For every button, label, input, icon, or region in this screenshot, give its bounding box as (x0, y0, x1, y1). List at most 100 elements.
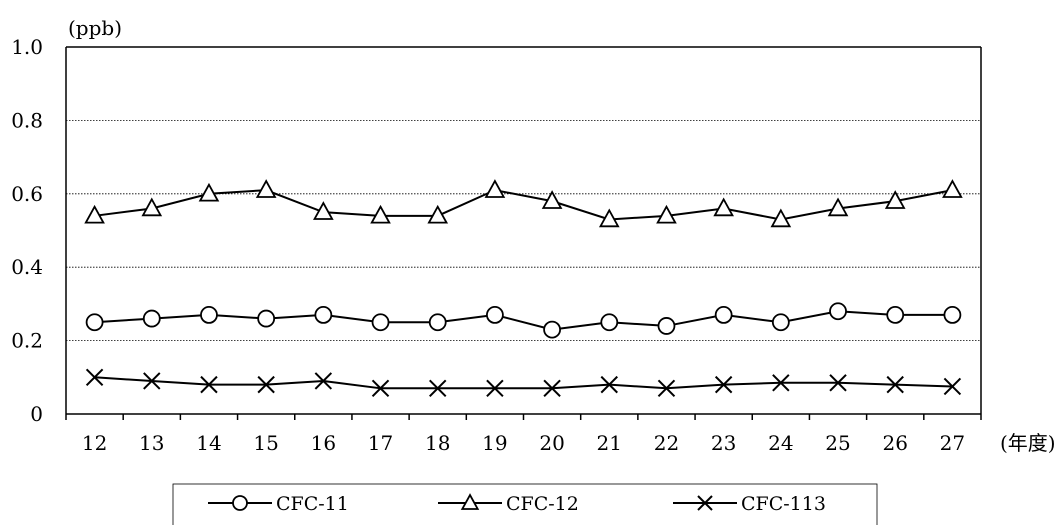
x-marker (143, 372, 161, 390)
legend-item: CFC-11 (208, 493, 349, 515)
series-line (94, 310, 953, 331)
x-marker-stroke (829, 374, 847, 392)
x-marker (371, 379, 390, 398)
circle-marker (771, 313, 790, 332)
triangle-marker (884, 190, 906, 209)
circle-marker (142, 309, 161, 328)
triangle-marker (255, 179, 277, 198)
x-marker (697, 495, 713, 511)
x-tick-label: 26 (882, 431, 907, 455)
triangle-marker (370, 204, 391, 224)
legend-item: CFC-113 (673, 493, 826, 515)
x-unit-label: (年度) (1000, 431, 1056, 455)
y-tick-label: 0 (30, 402, 43, 426)
x-marker-stroke (314, 372, 333, 390)
x-marker (886, 375, 904, 394)
circle-marker (943, 306, 962, 324)
x-marker (600, 375, 618, 394)
series (84, 179, 963, 398)
x-marker-stroke (143, 372, 161, 390)
x-marker-stroke (200, 375, 218, 394)
legend-box (172, 483, 878, 525)
x-tick-label: 21 (597, 431, 622, 455)
x-marker (314, 372, 333, 390)
circle-marker (886, 306, 905, 324)
x-marker-stroke (697, 495, 713, 511)
legend: CFC-11 CFC-12 CFC-113 (172, 483, 878, 525)
circle-marker (657, 317, 676, 335)
x-marker-stroke (772, 374, 790, 392)
x-tick-label: 20 (539, 431, 564, 455)
x-tick-label: 24 (768, 431, 793, 455)
legend-label: CFC-113 (741, 493, 826, 515)
triangle-marker (84, 204, 105, 224)
triangle-marker (713, 197, 734, 217)
circle-marker (543, 320, 561, 339)
x-tick-label: 25 (825, 431, 850, 455)
x-marker (543, 379, 561, 398)
x-marker-stroke (429, 379, 447, 398)
circle-marker (486, 306, 504, 324)
legend-label: CFC-12 (506, 493, 579, 515)
circle-marker (200, 306, 218, 324)
x-marker (200, 375, 218, 394)
triangle-marker (198, 182, 220, 202)
triangle-marker (484, 179, 506, 198)
series-cfc-12 (84, 179, 963, 228)
y-tick-label: 0.4 (11, 255, 43, 279)
triangle-marker (598, 208, 620, 228)
x-tick-label: 27 (940, 431, 965, 455)
series-line (94, 189, 953, 221)
axes (65, 46, 982, 420)
x-tick-label: 23 (711, 431, 736, 455)
circle-marker (85, 313, 104, 332)
triangle-marker (313, 201, 334, 220)
x-marker-stroke (714, 375, 733, 394)
grid-lines (66, 120, 981, 342)
circle-marker (371, 313, 390, 332)
circle-marker (714, 306, 733, 324)
x-marker-stroke (657, 379, 676, 398)
x-marker (257, 375, 275, 394)
x-marker-stroke (371, 379, 390, 398)
circle-marker (829, 302, 847, 321)
series-cfc-11 (85, 302, 962, 339)
y-tick-label: 0.6 (11, 182, 43, 206)
x-tick-label: 16 (311, 431, 336, 455)
triangle-marker (427, 204, 449, 224)
x-marker (429, 379, 447, 398)
legend-label: CFC-11 (276, 493, 349, 515)
x-marker (943, 377, 962, 396)
x-marker-stroke (600, 375, 618, 394)
y-tick-labels: 0 0.2 0.4 0.6 0.8 1.0 (11, 35, 43, 426)
x-tick-label: 19 (482, 431, 507, 455)
x-tick-labels: 12 13 14 15 16 17 18 19 20 21 22 23 24 25 26 27 (82, 431, 965, 455)
y-tick-label: 1.0 (11, 35, 43, 59)
y-unit-label: (ppb) (68, 16, 122, 40)
x-marker-stroke (486, 379, 504, 398)
x-tick-label: 12 (82, 431, 107, 455)
series-cfc-113 (85, 368, 962, 398)
x-marker (772, 374, 790, 392)
x-marker-stroke (85, 368, 104, 387)
triangle-marker (827, 197, 849, 217)
x-marker-stroke (543, 379, 561, 398)
x-marker (829, 374, 847, 392)
x-marker (657, 379, 676, 398)
circle-marker (314, 306, 333, 324)
series-line (94, 376, 953, 390)
x-marker-stroke (886, 375, 904, 394)
triangle-marker (656, 204, 677, 224)
circle-marker (232, 495, 248, 511)
triangle-marker (460, 493, 480, 510)
x-marker-stroke (943, 377, 962, 396)
x-tick-label: 13 (139, 431, 164, 455)
circle-marker (257, 309, 276, 328)
x-tick-label: 18 (425, 431, 450, 455)
triangle-marker (770, 208, 792, 228)
legend-item: CFC-12 (438, 493, 579, 515)
x-tick-label: 15 (253, 431, 278, 455)
triangle-marker (942, 179, 963, 198)
x-tick-label: 17 (368, 431, 393, 455)
